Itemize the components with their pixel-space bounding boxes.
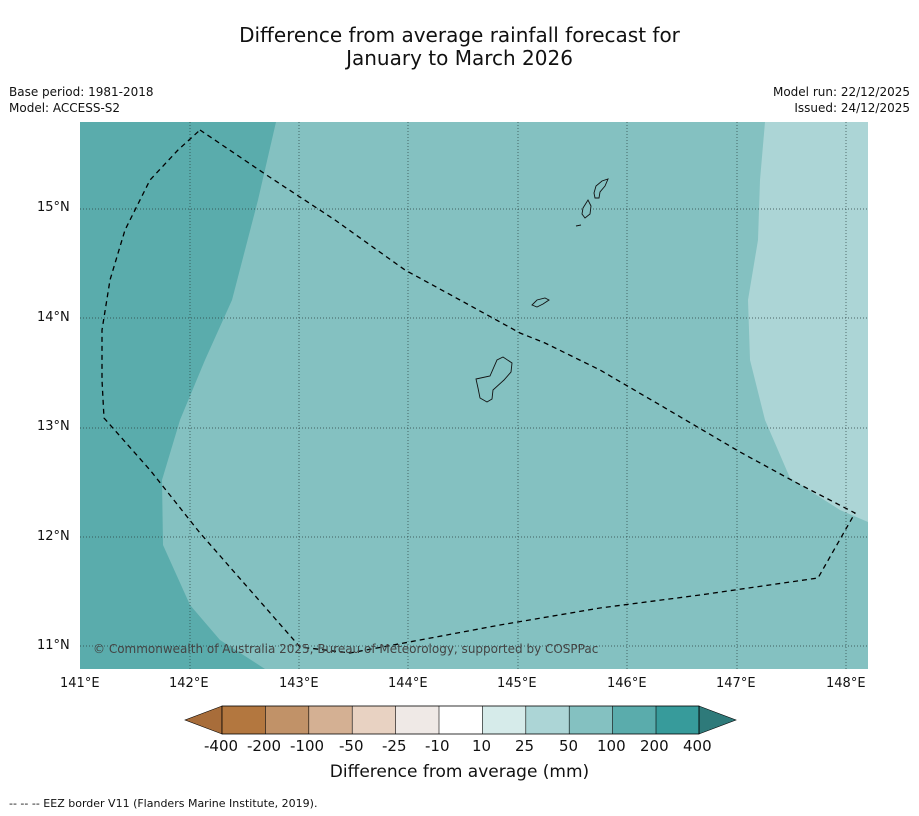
map-title: Difference from average rainfall forecas… — [0, 24, 919, 70]
lon-label: 147°E — [716, 676, 756, 691]
lon-label: 148°E — [826, 676, 866, 691]
island-tinian — [581, 199, 592, 219]
copyright: © Commonwealth of Australia 2025, Bureau… — [93, 642, 598, 656]
lat-label: 13°N — [37, 419, 70, 434]
colorbar-bin — [656, 706, 699, 734]
colorbar-bin — [439, 706, 483, 734]
colorbar-bin — [352, 706, 396, 734]
colorbar-tick: 50 — [559, 737, 579, 755]
island-rota — [531, 297, 550, 308]
colorbar-tick: 200 — [640, 737, 669, 755]
colorbar-tick: -400 — [204, 737, 239, 755]
lon-label: 144°E — [388, 676, 428, 691]
colorbar-bin — [612, 706, 656, 734]
colorbar-tick: -50 — [339, 737, 364, 755]
colorbar-bin — [222, 706, 266, 734]
island-guam — [475, 356, 513, 403]
colorbar-tick: -10 — [425, 737, 450, 755]
lon-label: 146°E — [607, 676, 647, 691]
colorbar-tick: -100 — [290, 737, 325, 755]
lon-label: 142°E — [169, 676, 209, 691]
colorbar-bin — [395, 706, 439, 734]
model-name: Model: ACCESS-S2 — [9, 101, 121, 115]
colorbar-bin — [569, 706, 613, 734]
colorbar-bin — [308, 706, 353, 734]
eez-border — [101, 129, 856, 654]
colorbar — [184, 705, 737, 735]
colorbar-title: Difference from average (mm) — [329, 762, 590, 782]
issued-date: Issued: 24/12/2025 — [794, 101, 910, 115]
lon-label: 143°E — [279, 676, 319, 691]
colorbar-bin — [265, 706, 309, 734]
colorbar-bin — [482, 706, 526, 734]
lat-label: 14°N — [37, 310, 70, 325]
base-period: Base period: 1981-2018 — [9, 85, 154, 99]
lon-label: 145°E — [497, 676, 537, 691]
model-run: Model run: 22/12/2025 — [772, 85, 910, 99]
meta-left: Base period: 1981-2018 Model: ACCESS-S2 — [9, 84, 154, 116]
meta-right: Model run: 22/12/2025 Issued: 24/12/2025 — [773, 84, 910, 116]
eez-legend: -- -- -- EEZ border V11 (Flanders Marine… — [9, 797, 318, 810]
colorbar-extend-low — [184, 705, 223, 735]
title-line-1: Difference from average rainfall forecas… — [239, 23, 680, 47]
island-saipan — [593, 178, 609, 199]
region-100 — [162, 122, 868, 669]
lat-label: 12°N — [37, 529, 70, 544]
colorbar-tick: 25 — [515, 737, 535, 755]
lon-label: 141°E — [60, 676, 100, 691]
lat-label: 11°N — [37, 638, 70, 653]
colorbar-tick: 100 — [597, 737, 626, 755]
region-50 — [748, 122, 868, 522]
colorbar-tick: 10 — [472, 737, 492, 755]
colorbar-tick: -25 — [382, 737, 407, 755]
title-line-2: January to March 2026 — [346, 46, 573, 70]
lat-label: 15°N — [37, 200, 70, 215]
graticule — [80, 122, 868, 669]
colorbar-tick: 400 — [683, 737, 712, 755]
colorbar-bin — [525, 706, 570, 734]
colorbar-extend-high — [698, 705, 737, 735]
colorbar-tick: -200 — [247, 737, 282, 755]
island-aguijan — [575, 224, 582, 227]
